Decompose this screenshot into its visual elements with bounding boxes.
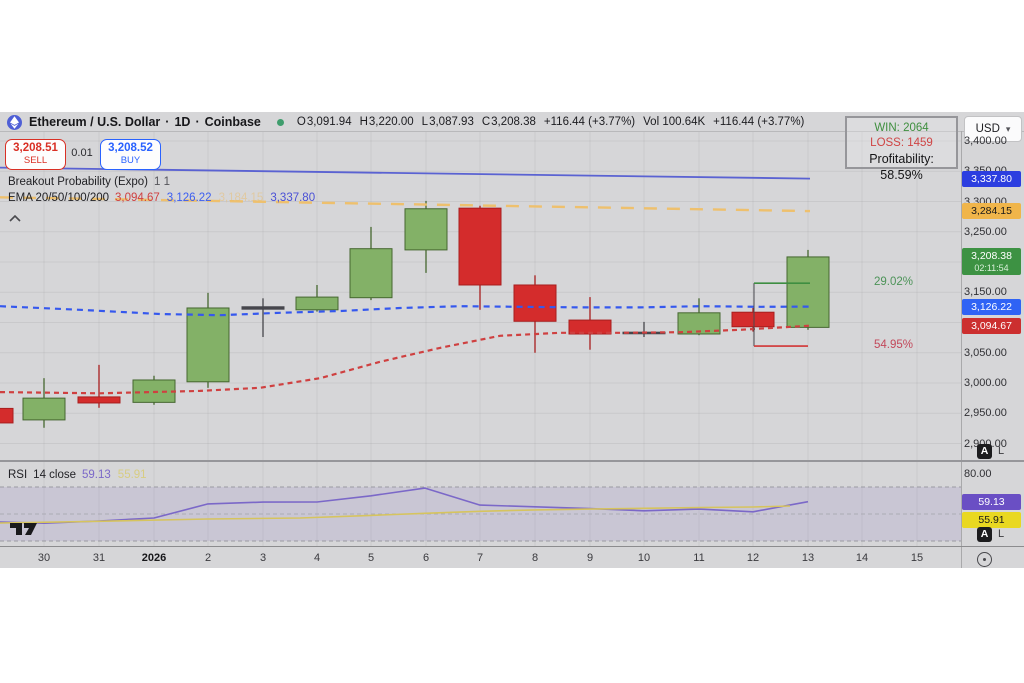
panel-divider[interactable] (0, 460, 1024, 462)
indicator-breakout-legend[interactable]: Breakout Probability (Expo) 1 1 (8, 176, 170, 188)
candle-dec-30 (22, 378, 66, 428)
market-status-dot-icon (276, 118, 284, 126)
exchange-label[interactable]: Coinbase (204, 115, 261, 129)
candle-body (186, 307, 230, 383)
candle-jan-11 (677, 298, 721, 336)
buy-label: BUY (120, 154, 141, 166)
candle-body (404, 208, 448, 251)
candle-body (513, 284, 557, 322)
spread-value: 0.01 (71, 147, 93, 159)
ema-value-3: 3,337.80 (270, 192, 316, 204)
candle-body (568, 319, 612, 335)
sell-button[interactable]: 3,208.51 SELL (5, 139, 66, 170)
rsi-name: RSI (8, 469, 28, 481)
time-axis[interactable] (0, 547, 1024, 568)
rsi-values: 59.13 55.91 (82, 469, 147, 481)
price-axis-divider (961, 131, 962, 568)
rsi-value-1: 55.91 (117, 469, 147, 481)
price-change-value: +116.44 (+3.77%) (543, 116, 636, 128)
collapse-chevron-icon[interactable] (9, 209, 21, 227)
candle-body (786, 256, 830, 328)
header-divider (0, 131, 1024, 132)
ethereum-logo-icon (7, 114, 22, 130)
ohlc-field-c: C3,208.38 (481, 116, 536, 128)
ema-20-line (0, 324, 811, 395)
volume-field: Vol 100.64K (643, 116, 706, 128)
candle-jan-8 (513, 275, 557, 353)
candle-body (458, 207, 502, 286)
title-separator: · (165, 115, 170, 129)
candle-body (22, 397, 66, 421)
rsi-band (0, 487, 961, 541)
title-separator: · (195, 115, 200, 129)
axis-settings-gear-icon[interactable] (977, 552, 992, 567)
indicator-ema-name: EMA 20/50/100/200 (8, 192, 110, 204)
candle-dec-31 (77, 364, 121, 408)
rsi-line (0, 487, 809, 525)
currency-dropdown[interactable]: USD ▾ (964, 116, 1022, 142)
ohlc-values: O3,091.94 H3,220.00 L3,087.93 C3,208.38 +116… (297, 116, 805, 128)
price-axis[interactable] (961, 131, 1024, 546)
ema-values: 3,094.67 3,126.22 3,184.15 3,337.80 (115, 192, 315, 204)
app-background (0, 112, 1024, 568)
candle-jan-10 (622, 321, 666, 338)
timeframe-label[interactable]: 1D (174, 115, 191, 129)
ema-value-1: 3,126.22 (166, 192, 212, 204)
ohlc-field-h: H3,220.00 (359, 116, 414, 128)
indicator-breakout-params: 1 1 (153, 176, 170, 188)
sell-price: 3,208.51 (13, 142, 58, 155)
ema-value-2: 3,184.15 (218, 192, 264, 204)
buy-price: 3,208.52 (108, 142, 153, 155)
time-axis-divider (0, 546, 1024, 547)
candle-jan-13 (786, 249, 830, 330)
win-count: WIN: 2064 (874, 122, 929, 134)
ema-value-0: 3,094.67 (115, 192, 160, 204)
indicator-ema-legend[interactable]: EMA 20/50/100/200 3,094.67 3,126.22 3,184.… (8, 192, 315, 204)
candle-jan-4 (295, 284, 339, 312)
indicator-breakout-name: Breakout Probability (Expo) (8, 176, 148, 188)
candle-body (77, 396, 121, 404)
symbol-title[interactable]: Ethereum / U.S. Dollar (29, 115, 161, 129)
loss-count: LOSS: 1459 (870, 137, 933, 149)
sell-label: SELL (23, 154, 48, 166)
candle-jan-3 (241, 298, 285, 338)
candle-jan-12 (731, 307, 775, 332)
candle-jan-2 (186, 292, 230, 388)
chevron-down-icon: ▾ (1005, 123, 1011, 134)
rsi-params: 14 close (33, 469, 77, 481)
ohlc-field-l: L3,087.93 (421, 116, 474, 128)
volume-change-value: +116.44 (+3.77%) (713, 116, 805, 128)
ema-100-line (0, 196, 811, 213)
candle-jan-9 (568, 297, 612, 350)
chart-header: Ethereum / U.S. Dollar · 1D · Coinbase O… (0, 112, 965, 132)
rsi-value-0: 59.13 (82, 469, 111, 481)
candle-body (731, 311, 775, 328)
candle-body (0, 407, 14, 424)
candle-dec-29 (0, 407, 14, 424)
profitability-value: Profitability: 58.59% (869, 152, 934, 182)
ohlc-field-o: O3,091.94 (296, 116, 352, 128)
buy-button[interactable]: 3,208.52 BUY (100, 139, 161, 170)
rsi-ma-line (0, 505, 791, 524)
candle-body (241, 306, 285, 310)
candle-jan-1 (132, 375, 176, 405)
ema-50-line (0, 305, 811, 317)
candle-body (295, 296, 339, 311)
candle-jan-5 (349, 226, 393, 301)
candle-body (677, 312, 721, 335)
candle-body (349, 248, 393, 299)
rsi-legend[interactable]: RSI 14 close 59.13 55.91 (8, 469, 147, 481)
tradingview-logo-icon[interactable] (10, 521, 38, 542)
win-loss-stats-box: WIN: 2064 LOSS: 1459 Profitability: 58.5… (845, 116, 958, 182)
currency-selected: USD (975, 123, 1000, 135)
candle-jan-7 (458, 205, 502, 310)
candle-jan-6 (404, 200, 448, 273)
